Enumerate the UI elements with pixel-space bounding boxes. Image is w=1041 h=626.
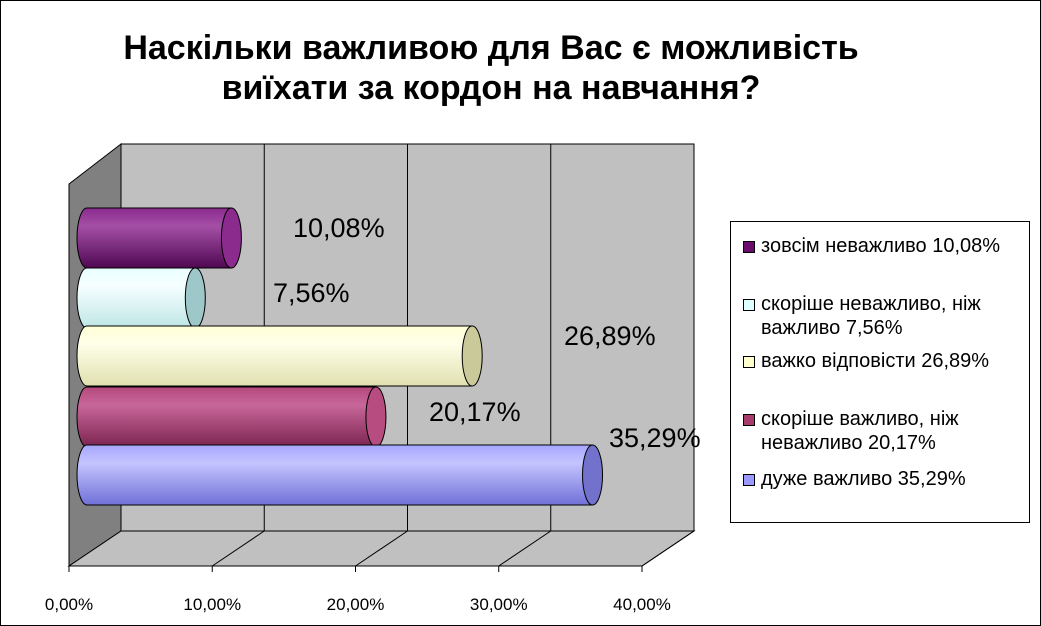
bar-data-label: 35,29% [609, 423, 701, 453]
legend-entry: скоріше неважливо, ніж важливо 7,56% [743, 292, 1031, 340]
bar-data-label: 10,08% [293, 213, 385, 243]
x-tick-label: 0,00% [45, 595, 93, 614]
legend-label: зовсім неважливо 10,08% [761, 235, 1001, 257]
legend-swatch [743, 299, 755, 311]
chart-legend: зовсім неважливо 10,08% скоріше неважливо… [730, 221, 1030, 523]
bar-cap [365, 386, 387, 448]
gridline-floor [211, 530, 265, 567]
gridline-floor [355, 530, 408, 567]
chart-title-line-1: Наскільки важливою для Вас є можливість [123, 29, 858, 67]
legend-swatch [743, 241, 755, 253]
legend-label: скоріше неважливо, ніж важливо 7,56% [761, 293, 981, 339]
bar-cylinder [76, 444, 594, 506]
gridline-floor [498, 530, 552, 567]
bar-data-label: 7,56% [273, 278, 350, 308]
legend-entry: скоріше важливо, ніж неважливо 20,17% [743, 407, 1031, 455]
legend-swatch [743, 414, 755, 426]
legend-label: скоріше важливо, ніж неважливо 20,17% [761, 408, 959, 454]
bar-cap [582, 444, 604, 506]
legend-swatch [743, 474, 755, 486]
legend-label: важко відповісти 26,89% [761, 350, 990, 372]
bar-cylinder [76, 386, 377, 448]
bar-cap [220, 207, 242, 269]
legend-entry: зовсім неважливо 10,08% [743, 234, 1031, 258]
legend-label: дуже важливо 35,29% [761, 468, 966, 490]
bar-data-label: 26,89% [564, 321, 656, 351]
x-tick-label: 40,00% [613, 595, 671, 614]
x-tick-label: 30,00% [470, 595, 528, 614]
gridline-floor [641, 530, 695, 567]
chart-title-line-2: виїхати за кордон на навчання? [222, 69, 761, 107]
bar-cylinder [76, 325, 473, 387]
bar-cap [184, 267, 206, 329]
bar-cap [461, 325, 483, 387]
bar-data-label: 20,17% [429, 397, 521, 427]
legend-swatch [743, 356, 755, 368]
legend-entry: дуже важливо 35,29% [743, 467, 1031, 491]
legend-entry: важко відповісти 26,89% [743, 349, 1031, 373]
bar-cylinder [76, 267, 196, 329]
x-tick-label: 10,00% [183, 595, 241, 614]
x-tick-label: 20,00% [327, 595, 385, 614]
bar-cylinder [76, 207, 232, 269]
